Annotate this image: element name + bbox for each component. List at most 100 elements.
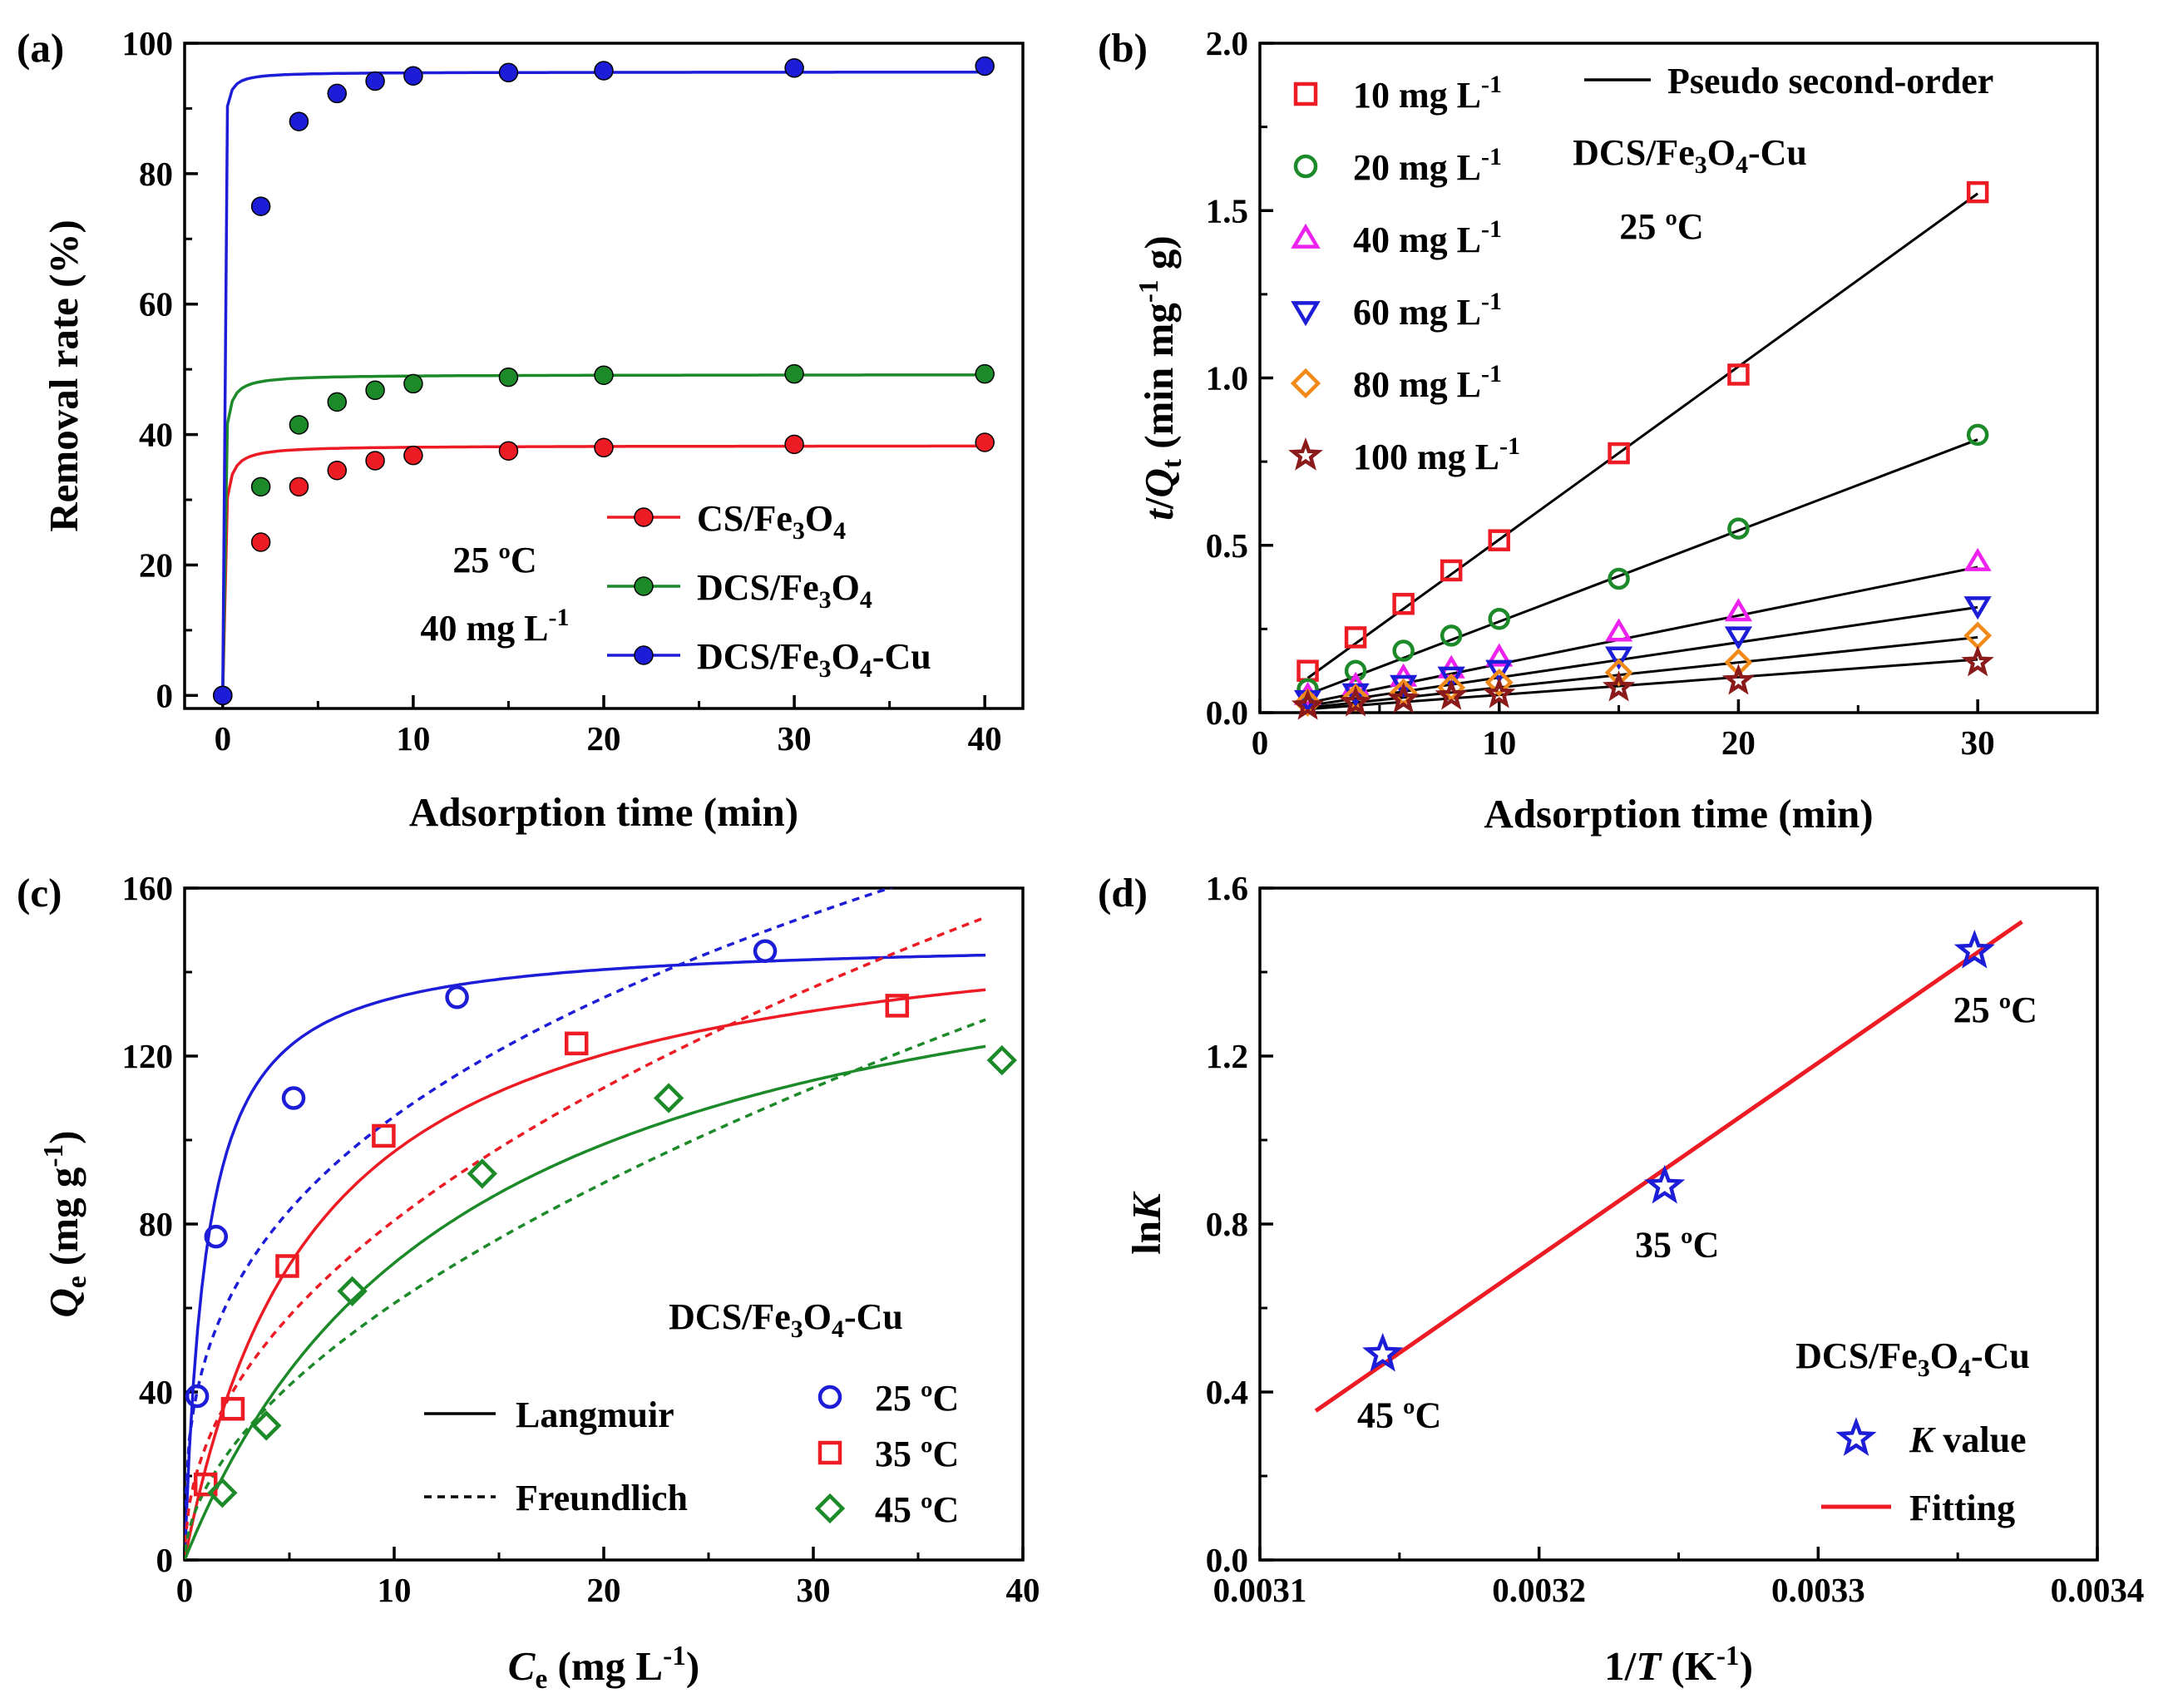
text-run: 3 — [793, 517, 805, 545]
data-point — [1727, 363, 1750, 386]
panel-label: (a) — [17, 25, 64, 71]
legend-label: 40 mg L-1 — [1353, 215, 1502, 260]
legend-label: 10 mg L-1 — [1353, 71, 1502, 116]
data-point — [784, 58, 804, 78]
text-run: 3 — [819, 655, 832, 683]
x-tick-label: 0 — [176, 1571, 194, 1609]
legend-label: DCS/Fe3O4 — [697, 567, 872, 614]
data-point — [1721, 664, 1756, 695]
text-run: Adsorption time (min) — [409, 789, 798, 835]
data-point — [1291, 689, 1325, 720]
point-label: 35 ºC — [1635, 1225, 1719, 1266]
data-point — [498, 62, 519, 83]
legend-marker — [1293, 81, 1318, 106]
legend-label: 60 mg L-1 — [1353, 288, 1502, 333]
data-point — [365, 380, 385, 401]
x-tick-label: 10 — [378, 1571, 412, 1609]
text-run: -1 — [663, 1641, 686, 1671]
text-run: -1 — [1481, 360, 1502, 388]
legend-marker — [1290, 368, 1321, 399]
data-point — [250, 196, 271, 216]
legend-label: 45 ºC — [875, 1489, 959, 1530]
legend-langmuir-label: Langmuir — [516, 1395, 674, 1435]
y-axis-label: Qe (mg g-1) — [38, 1131, 92, 1318]
text-run: 4 — [860, 586, 872, 614]
data-point — [885, 994, 910, 1018]
y-tick-label: 20 — [139, 545, 173, 584]
data-point — [220, 1396, 245, 1421]
x-tick-label: 0 — [1252, 723, 1269, 762]
data-point — [365, 451, 385, 471]
text-run: 4 — [832, 1316, 844, 1343]
data-point — [1488, 529, 1510, 551]
text-run: 3 — [1918, 1355, 1930, 1382]
point-label: 25 ºC — [1953, 990, 2037, 1030]
data-point — [1963, 621, 1993, 650]
data-point — [498, 441, 519, 461]
text-run: -1 — [1133, 279, 1164, 303]
legend-label: 25 ºC — [875, 1378, 959, 1419]
data-point — [1608, 567, 1630, 590]
legend-label: 20 mg L-1 — [1353, 143, 1502, 188]
x-tick-label: 0.0032 — [1492, 1571, 1586, 1609]
data-point — [1437, 666, 1465, 690]
data-point — [1339, 685, 1372, 717]
data-point — [289, 111, 309, 131]
x-axis-label: Adsorption time (min) — [1484, 791, 1873, 837]
text-run: DCS/Fe — [697, 636, 819, 677]
data-point — [185, 1384, 210, 1409]
text-run: 3 — [819, 586, 832, 614]
data-point — [403, 373, 423, 394]
text-run: DCS/Fe — [1795, 1335, 1918, 1376]
x-axis-label: Adsorption time (min) — [409, 789, 798, 835]
text-run: 35 ºC — [875, 1434, 959, 1474]
legend-marker — [814, 1493, 846, 1524]
legend-marker — [1291, 301, 1321, 327]
fit-line — [1306, 192, 1979, 679]
data-point — [753, 939, 778, 963]
legend-marker — [634, 507, 654, 527]
y-tick-label: 0.0 — [1206, 1541, 1248, 1579]
text-run: Q — [1136, 468, 1182, 497]
text-run: ) — [686, 1643, 699, 1689]
data-point — [594, 437, 614, 458]
data-point — [986, 1044, 1017, 1076]
text-run: (K — [1661, 1643, 1716, 1689]
freundlich-curve — [185, 888, 895, 1508]
text-run: -Cu — [1748, 132, 1807, 173]
text-run: 3 — [791, 1316, 803, 1343]
annotation-material: DCS/Fe3O4-Cu — [1573, 132, 1807, 179]
text-run: -Cu — [1971, 1335, 2030, 1376]
fit-curve — [221, 373, 985, 696]
legend-fit-label: Fitting — [1909, 1488, 2015, 1528]
legend-marker — [634, 576, 654, 596]
x-axis-label: 1/T (K-1) — [1604, 1641, 1753, 1689]
text-run: 10 mg L — [1353, 75, 1481, 116]
text-run: ln — [1124, 1221, 1169, 1255]
y-tick-label: 60 — [139, 285, 173, 323]
text-run: 25 ºC — [875, 1378, 959, 1419]
legend-label: 35 ºC — [875, 1434, 959, 1474]
text-run: (d) — [1098, 870, 1148, 916]
data-point — [1604, 646, 1633, 670]
data-point — [1483, 677, 1516, 708]
x-tick-label: 10 — [396, 719, 430, 758]
y-tick-label: 120 — [122, 1037, 174, 1075]
legend-label: DCS/Fe3O4-Cu — [697, 636, 931, 683]
text-run: (a) — [17, 25, 64, 71]
text-run: Q — [41, 1288, 86, 1317]
text-run: 100 mg L — [1353, 437, 1499, 477]
text-run: (mg g — [41, 1167, 86, 1276]
annotation-temperature: 25 ºC — [452, 540, 536, 580]
data-point — [1724, 598, 1753, 622]
data-point — [327, 392, 348, 412]
y-tick-label: 0 — [156, 676, 174, 714]
x-tick-label: 30 — [1961, 723, 1995, 762]
panel-d: 0.0031 0.0032 0.0033 0.0034 0.0 0.4 0.8 1.2 1.6 (… — [1098, 869, 2144, 1689]
text-run: -1 — [1481, 143, 1502, 170]
text-run: Langmuir — [516, 1395, 674, 1435]
text-run: 45 ºC — [1357, 1395, 1441, 1436]
data-point — [1435, 679, 1468, 710]
panel-a: 0 10 20 30 40 0 20 40 60 80 100 (a) Adsorption time … — [17, 24, 1025, 835]
